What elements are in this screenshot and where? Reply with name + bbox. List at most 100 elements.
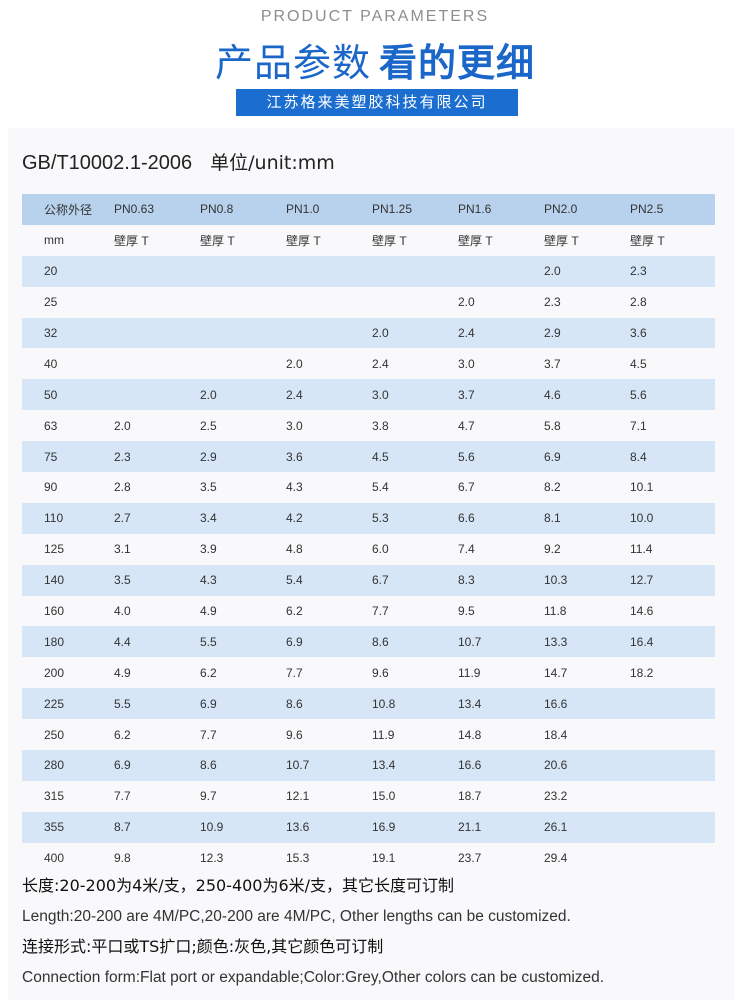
table-cell: 6.9: [110, 750, 196, 781]
table-cell: 8.4: [626, 441, 715, 473]
table-cell: [110, 255, 196, 287]
table-cell: 4.9: [200, 604, 217, 619]
table-cell: 壁厚 T: [114, 233, 149, 248]
length-note-en: Length:20-200 are 4M/PC,20-200 are 4M/PC…: [22, 908, 571, 925]
table-header-row: 公称外径 PN0.63 PN0.8 PN1.0 PN1.25 PN1.6 PN2.0 PN2.…: [22, 194, 715, 225]
table-cell: 2.4: [282, 379, 368, 411]
table-cell: 2.8: [114, 480, 131, 495]
table-cell: 2.7: [110, 502, 196, 534]
table-cell: [196, 287, 282, 318]
table-row: 225 5.5 6.9 8.6 10.8 13.4 16.6: [22, 688, 715, 720]
table-cell: 5.5: [110, 688, 196, 720]
cn-title-bold: 看的更细: [379, 41, 536, 85]
table-cell: 16.9: [368, 811, 454, 843]
table-cell: [282, 255, 368, 287]
table-cell: 2.3: [544, 295, 561, 310]
table-cell: 7.7: [200, 727, 217, 742]
table-cell-diameter: 63: [44, 418, 58, 433]
table-cell: [626, 843, 715, 874]
table-cell-diameter: 90: [44, 480, 58, 495]
table-cell: 13.4: [368, 750, 454, 781]
table-cell: 11.4: [630, 542, 653, 557]
table-cell: 6.9: [282, 626, 368, 658]
table-cell-diameter: 140: [22, 564, 110, 596]
table-cell: 29.4: [544, 851, 568, 866]
table-cell: 26.1: [540, 811, 626, 843]
table-cell: 壁厚 T: [200, 233, 235, 248]
connection-note-en: Connection form:Flat port or expandable;…: [22, 969, 605, 986]
table-cell: 13.3: [540, 626, 626, 658]
table-cell: 8.6: [282, 688, 368, 720]
table-cell: PN2.5: [626, 194, 715, 225]
table-cell: 3.6: [626, 317, 715, 349]
table-cell: 5.4: [372, 480, 389, 495]
table-row: 315 7.7 9.7 12.1 15.0 18.7 23.2: [22, 781, 715, 812]
table-cell: [282, 317, 368, 349]
table-cell: 16.6: [454, 750, 540, 781]
table-cell: 3.8: [372, 418, 389, 433]
table-cell: 8.1: [540, 502, 626, 534]
table-cell: PN1.6: [454, 194, 540, 225]
table-cell: 6.2: [200, 665, 217, 680]
table-cell: PN0.63: [110, 194, 196, 225]
table-cell: 9.5: [458, 604, 475, 619]
table-row: 400 9.8 12.3 15.3 19.1 23.7 29.4: [22, 843, 715, 874]
length-note-cn: 长度:20-200为4米/支，250-400为6米/支，其它长度可订制: [22, 876, 455, 895]
table-cell: 11.9: [372, 727, 395, 742]
table-cell: 6.7: [368, 564, 454, 596]
table-cell: 2.0: [458, 295, 475, 310]
table-cell: 4.7: [458, 418, 475, 433]
table-cell: 15.0: [372, 789, 396, 804]
table-cell: [626, 750, 715, 781]
table-cell: 4.0: [114, 604, 131, 619]
table-cell: 10.7: [454, 626, 540, 658]
table-cell: 4.4: [110, 626, 196, 658]
table-cell: 5.6: [626, 379, 715, 411]
table-cell: 3.7: [544, 356, 561, 371]
table-cell: 8.3: [454, 564, 540, 596]
table-cell: 7.1: [630, 418, 647, 433]
parameter-table-container: 公称外径 PN0.63 PN0.8 PN1.0 PN1.25 PN1.6 PN2.0 PN2.…: [22, 194, 715, 874]
table-cell-diameter: 公称外径: [22, 194, 110, 225]
table-cell: 7.7: [372, 604, 389, 619]
table-cell: [368, 255, 454, 287]
table-cell: 16.4: [626, 626, 715, 658]
table-cell-diameter: 225: [22, 688, 110, 720]
table-cell: 7.7: [114, 789, 131, 804]
table-row: 20 2.0 2.3: [22, 255, 715, 287]
table-cell-diameter: 400: [44, 851, 65, 866]
table-row: 40 2.0 2.4 3.0 3.7 4.5: [22, 348, 715, 379]
table-cell: [626, 688, 715, 720]
table-cell: 2.0: [196, 379, 282, 411]
table-cell: 2.8: [630, 295, 647, 310]
table-cell: 4.3: [286, 480, 303, 495]
table-cell: [282, 287, 368, 318]
table-cell: [110, 348, 196, 379]
table-cell: 9.6: [286, 727, 303, 742]
table-cell: 壁厚 T: [286, 233, 321, 248]
table-cell-diameter: 200: [44, 665, 65, 680]
table-cell: [196, 255, 282, 287]
table-cell: 6.0: [372, 542, 389, 557]
table-cell: [110, 379, 196, 411]
company-name-banner: 江苏格来美塑胶科技有限公司: [236, 89, 518, 116]
table-cell: 19.1: [372, 851, 396, 866]
table-row: 90 2.8 3.5 4.3 5.4 6.7 8.2 10.1: [22, 472, 715, 503]
table-cell: 5.6: [454, 441, 540, 473]
table-cell: 2.4: [372, 356, 389, 371]
table-cell: 4.6: [540, 379, 626, 411]
table-cell-diameter: 25: [44, 295, 58, 310]
table-row: 125 3.1 3.9 4.8 6.0 7.4 9.2 11.4: [22, 534, 715, 565]
table-row: 32 2.0 2.4 2.9 3.6: [22, 317, 715, 349]
table-row: 180 4.4 5.5 6.9 8.6 10.7 13.3 16.4: [22, 626, 715, 658]
table-cell: 3.5: [110, 564, 196, 596]
table-cell-diameter: 40: [44, 356, 58, 371]
table-cell: 5.4: [282, 564, 368, 596]
table-cell: 2.9: [196, 441, 282, 473]
table-cell: 23.7: [458, 851, 482, 866]
table-subheader-row: mm 壁厚 T 壁厚 T 壁厚 T 壁厚 T 壁厚 T 壁厚 T 壁厚 T: [22, 225, 715, 256]
table-cell: 18.2: [630, 665, 654, 680]
unit-label: 单位/unit:mm: [210, 152, 335, 174]
table-cell: 5.5: [196, 626, 282, 658]
table-cell: [196, 348, 282, 379]
